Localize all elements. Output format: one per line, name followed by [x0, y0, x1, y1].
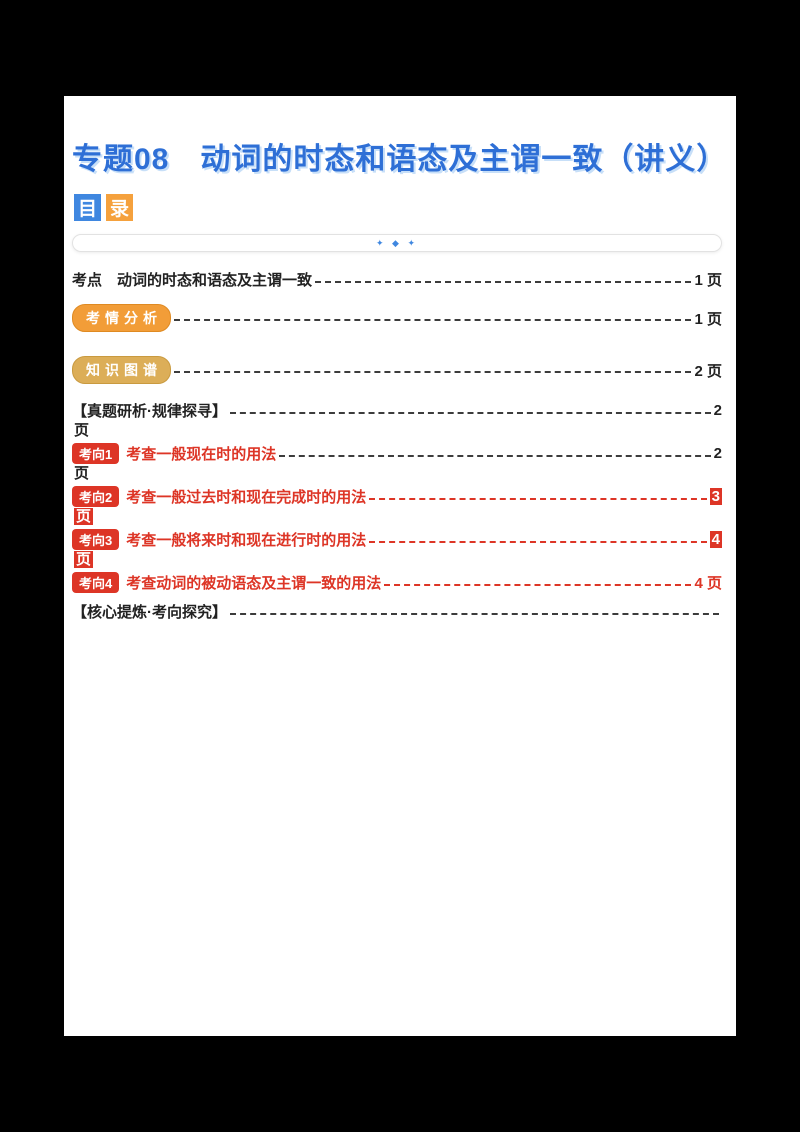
- toc-wrap-line: 页: [74, 465, 722, 482]
- toc-entry-label: 考点 动词的时态和语态及主谓一致: [72, 272, 313, 289]
- table-of-contents: 考点 动词的时态和语态及主谓一致 1 页 考情分析 1 页 知识图谱 2 页 【…: [72, 269, 722, 622]
- kaoxiang-1-badge: 考向1: [72, 443, 120, 464]
- page-number: 1 页: [694, 272, 722, 289]
- toc-wrap-line: 页: [74, 551, 722, 568]
- toc-row-kaoxiang-1[interactable]: 考向1 考查一般现在时的用法 2: [72, 443, 722, 464]
- page-number: 2 页: [694, 362, 722, 380]
- dash-leader: [369, 497, 707, 500]
- toc-entry-label: 【核心提炼·考向探究】: [72, 604, 227, 621]
- divider-decoration-icon: ✦ ◆ ✦: [375, 237, 418, 248]
- catalog-heading: 目 录: [74, 194, 722, 221]
- toc-entry-label: 考查一般现在时的用法: [126, 446, 277, 463]
- toc-row-kaodian[interactable]: 考点 动词的时态和语态及主谓一致 1 页: [72, 269, 722, 290]
- document-page: 专题08 动词的时态和语态及主谓一致（讲义） 目 录 ✦ ◆ ✦ 考点 动词的时…: [64, 96, 736, 1036]
- kaoxiang-3-badge: 考向3: [72, 529, 120, 550]
- page-title: 专题08 动词的时态和语态及主谓一致（讲义）: [72, 143, 728, 176]
- toc-row-kaoxiang-4[interactable]: 考向4 考查动词的被动语态及主谓一致的用法 4 页: [72, 572, 722, 593]
- page-number: 1 页: [694, 310, 722, 328]
- page-suffix: 页: [74, 465, 90, 482]
- toc-entry-label: 考查一般过去时和现在完成时的用法: [126, 489, 367, 506]
- catalog-char-lu: 录: [106, 194, 133, 221]
- knowledge-map-badge: 知识图谱: [72, 356, 171, 384]
- page-suffix: 页: [74, 551, 94, 568]
- page-number: 2: [713, 445, 722, 462]
- toc-entry-label: 【真题研析·规律探寻】: [72, 403, 227, 420]
- page-number: 4: [709, 531, 722, 548]
- kaoxiang-4-badge: 考向4: [72, 572, 120, 593]
- toc-entry-label: 考查动词的被动语态及主谓一致的用法: [126, 575, 382, 592]
- dash-leader: [174, 319, 692, 321]
- dash-leader: [174, 371, 692, 373]
- exam-trend-badge: 考情分析: [72, 304, 171, 332]
- catalog-char-mu: 目: [74, 194, 101, 221]
- dash-leader: [230, 612, 719, 615]
- toc-row-kaoxiang-3[interactable]: 考向3 考查一般将来时和现在进行时的用法 4: [72, 529, 722, 550]
- toc-row-hexin[interactable]: 【核心提炼·考向探究】: [72, 601, 722, 622]
- toc-row-knowledge-map[interactable]: 知识图谱 2 页: [72, 356, 722, 384]
- toc-row-exam-trend[interactable]: 考情分析 1 页: [72, 304, 722, 332]
- page-number: 3: [709, 488, 722, 505]
- toc-row-zhenti[interactable]: 【真题研析·规律探寻】 2: [72, 400, 722, 421]
- toc-wrap-line: 页: [74, 508, 722, 525]
- kaoxiang-2-badge: 考向2: [72, 486, 120, 507]
- toc-entry-label: 考查一般将来时和现在进行时的用法: [126, 532, 367, 549]
- catalog-divider-banner: ✦ ◆ ✦: [72, 234, 722, 252]
- page-number: 4 页: [694, 575, 722, 592]
- dash-leader: [369, 540, 707, 543]
- page-suffix: 页: [74, 508, 94, 525]
- page-number: 2: [713, 402, 722, 419]
- dash-leader: [230, 411, 711, 414]
- toc-row-kaoxiang-2[interactable]: 考向2 考查一般过去时和现在完成时的用法 3: [72, 486, 722, 507]
- dash-leader: [279, 454, 711, 457]
- dash-leader: [384, 583, 692, 586]
- page-suffix: 页: [74, 422, 90, 439]
- dash-leader: [315, 280, 692, 283]
- toc-wrap-line: 页: [74, 422, 722, 439]
